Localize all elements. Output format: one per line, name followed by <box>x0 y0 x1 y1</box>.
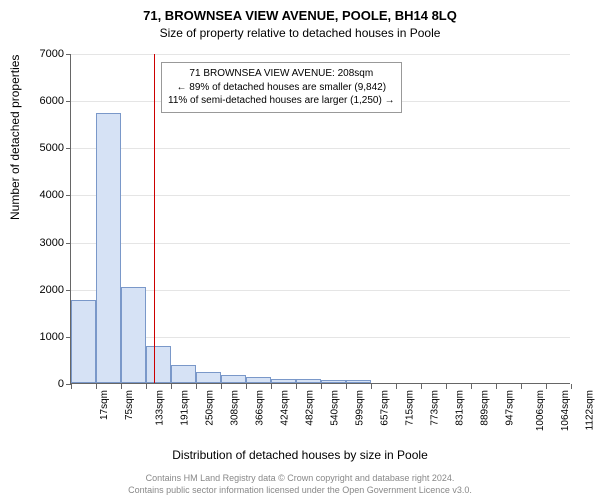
histogram-bar <box>221 375 246 383</box>
histogram-bar <box>171 365 196 383</box>
main-title: 71, BROWNSEA VIEW AVENUE, POOLE, BH14 8L… <box>0 8 600 23</box>
x-tick-mark <box>71 384 72 389</box>
y-tick-mark <box>66 54 71 55</box>
histogram-plot: 0100020003000400050006000700017sqm75sqm1… <box>70 54 570 384</box>
gridline <box>71 54 570 55</box>
footer-line2: Contains public sector information licen… <box>0 484 600 496</box>
y-tick-mark <box>66 243 71 244</box>
histogram-bar <box>96 113 121 383</box>
y-tick-mark <box>66 148 71 149</box>
y-axis-label: Number of detached properties <box>8 55 22 220</box>
x-tick-mark <box>246 384 247 389</box>
x-tick-label: 773sqm <box>430 390 441 426</box>
x-tick-label: 482sqm <box>305 390 316 426</box>
gridline <box>71 243 570 244</box>
x-tick-label: 947sqm <box>505 390 516 426</box>
histogram-bar <box>71 300 96 383</box>
histogram-bar <box>296 379 321 383</box>
x-tick-mark <box>146 384 147 389</box>
y-tick-label: 7000 <box>24 48 64 60</box>
x-tick-label: 308sqm <box>230 390 241 426</box>
x-tick-mark <box>96 384 97 389</box>
info-box-line3: 11% of semi-detached houses are larger (… <box>168 94 395 108</box>
x-tick-mark <box>521 384 522 389</box>
x-tick-mark <box>321 384 322 389</box>
x-tick-label: 889sqm <box>480 390 491 426</box>
x-tick-label: 831sqm <box>455 390 466 426</box>
y-tick-label: 1000 <box>24 331 64 343</box>
histogram-bar <box>121 287 146 383</box>
y-tick-mark <box>66 290 71 291</box>
y-tick-label: 3000 <box>24 237 64 249</box>
info-box-line2: ← 89% of detached houses are smaller (9,… <box>168 81 395 95</box>
x-tick-label: 1122sqm <box>584 390 595 430</box>
x-tick-label: 250sqm <box>205 390 216 426</box>
x-tick-label: 540sqm <box>330 390 341 426</box>
x-tick-label: 657sqm <box>380 390 391 426</box>
x-tick-mark <box>271 384 272 389</box>
y-tick-label: 0 <box>24 378 64 390</box>
title-block: 71, BROWNSEA VIEW AVENUE, POOLE, BH14 8L… <box>0 0 600 40</box>
y-tick-label: 2000 <box>24 284 64 296</box>
info-box: 71 BROWNSEA VIEW AVENUE: 208sqm ← 89% of… <box>161 62 402 113</box>
histogram-bar <box>271 379 296 383</box>
histogram-bar <box>321 380 346 383</box>
y-tick-mark <box>66 195 71 196</box>
chart-area: 0100020003000400050006000700017sqm75sqm1… <box>70 54 570 414</box>
x-tick-mark <box>546 384 547 389</box>
histogram-bar <box>196 372 221 383</box>
x-tick-mark <box>296 384 297 389</box>
x-tick-mark <box>196 384 197 389</box>
x-tick-label: 599sqm <box>355 390 366 426</box>
x-tick-mark <box>421 384 422 389</box>
info-box-line1: 71 BROWNSEA VIEW AVENUE: 208sqm <box>168 67 395 81</box>
x-tick-mark <box>221 384 222 389</box>
x-tick-mark <box>446 384 447 389</box>
histogram-bar <box>246 377 271 383</box>
x-tick-label: 17sqm <box>99 390 110 420</box>
x-tick-mark <box>171 384 172 389</box>
x-tick-mark <box>571 384 572 389</box>
reference-line <box>154 54 155 383</box>
x-tick-label: 191sqm <box>180 390 191 426</box>
y-tick-mark <box>66 101 71 102</box>
y-tick-label: 5000 <box>24 142 64 154</box>
x-tick-mark <box>121 384 122 389</box>
footer-line1: Contains HM Land Registry data © Crown c… <box>0 472 600 484</box>
gridline <box>71 195 570 196</box>
gridline <box>71 148 570 149</box>
x-tick-mark <box>396 384 397 389</box>
footer: Contains HM Land Registry data © Crown c… <box>0 472 600 496</box>
histogram-bar <box>146 346 171 383</box>
x-tick-label: 133sqm <box>155 390 166 426</box>
y-tick-label: 6000 <box>24 95 64 107</box>
sub-title: Size of property relative to detached ho… <box>0 26 600 40</box>
x-tick-mark <box>371 384 372 389</box>
x-tick-label: 424sqm <box>280 390 291 426</box>
x-tick-label: 366sqm <box>255 390 266 426</box>
x-tick-label: 1064sqm <box>560 390 571 431</box>
x-tick-mark <box>471 384 472 389</box>
x-tick-label: 75sqm <box>124 390 135 420</box>
x-tick-label: 715sqm <box>405 390 416 426</box>
histogram-bar <box>346 380 371 383</box>
x-tick-label: 1006sqm <box>535 390 546 431</box>
x-tick-mark <box>346 384 347 389</box>
x-axis-label: Distribution of detached houses by size … <box>0 448 600 462</box>
x-tick-mark <box>496 384 497 389</box>
y-tick-label: 4000 <box>24 189 64 201</box>
